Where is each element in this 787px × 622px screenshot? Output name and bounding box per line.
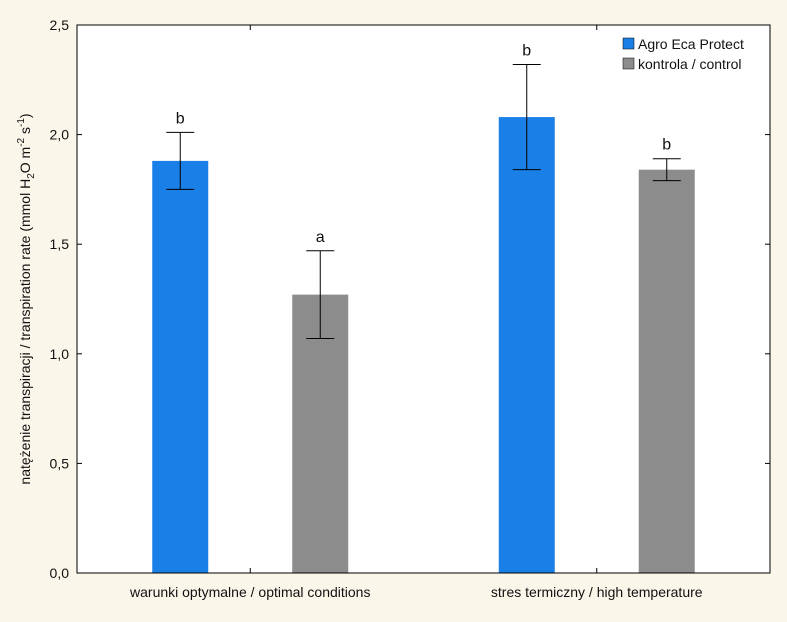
significance-letter: a (316, 229, 325, 246)
y-tick-label: 1,5 (50, 236, 70, 252)
significance-letter: b (662, 137, 671, 154)
y-label-text: O m (17, 147, 33, 173)
x-category-label: stres termiczny / high temperature (491, 584, 703, 600)
ticks-layer: 0,0 0,5 1,0 1,5 2,0 2,5 warunki optymalne / op… (50, 17, 770, 600)
bar (292, 294, 349, 573)
plot-frame (76, 24, 771, 574)
y-label-text: natężenie transpiracji / transpiration r… (17, 179, 33, 485)
y-tick-label: 0,5 (50, 455, 70, 471)
y-label-text: s (17, 127, 33, 138)
bar (498, 117, 555, 574)
y-tick-label: 1,0 (50, 346, 70, 362)
y-tick-label: 0,0 (50, 565, 70, 581)
bars-layer: b a b b (152, 42, 695, 574)
x-category-label: warunki optymalne / optimal conditions (129, 584, 370, 600)
y-tick-label: 2,0 (50, 127, 70, 143)
legend-swatch (622, 57, 635, 70)
significance-letter: b (176, 110, 185, 127)
y-label-superscript: -1 (16, 118, 27, 127)
y-label-text: ) (17, 113, 33, 118)
legend-box (619, 32, 767, 78)
y-axis-label: natężenie transpiracji / transpiration r… (16, 113, 37, 484)
legend-swatch (622, 37, 635, 50)
y-label-subscript: 2 (26, 173, 37, 179)
y-tick-label: 2,5 (50, 17, 70, 33)
bar (152, 160, 209, 574)
legend: Agro Eca Protect kontrola / control (619, 32, 767, 78)
legend-label: kontrola / control (638, 56, 742, 72)
significance-letter: b (522, 42, 531, 59)
y-label-superscript: -2 (16, 137, 27, 146)
bar (638, 169, 695, 573)
legend-label: Agro Eca Protect (638, 36, 744, 52)
